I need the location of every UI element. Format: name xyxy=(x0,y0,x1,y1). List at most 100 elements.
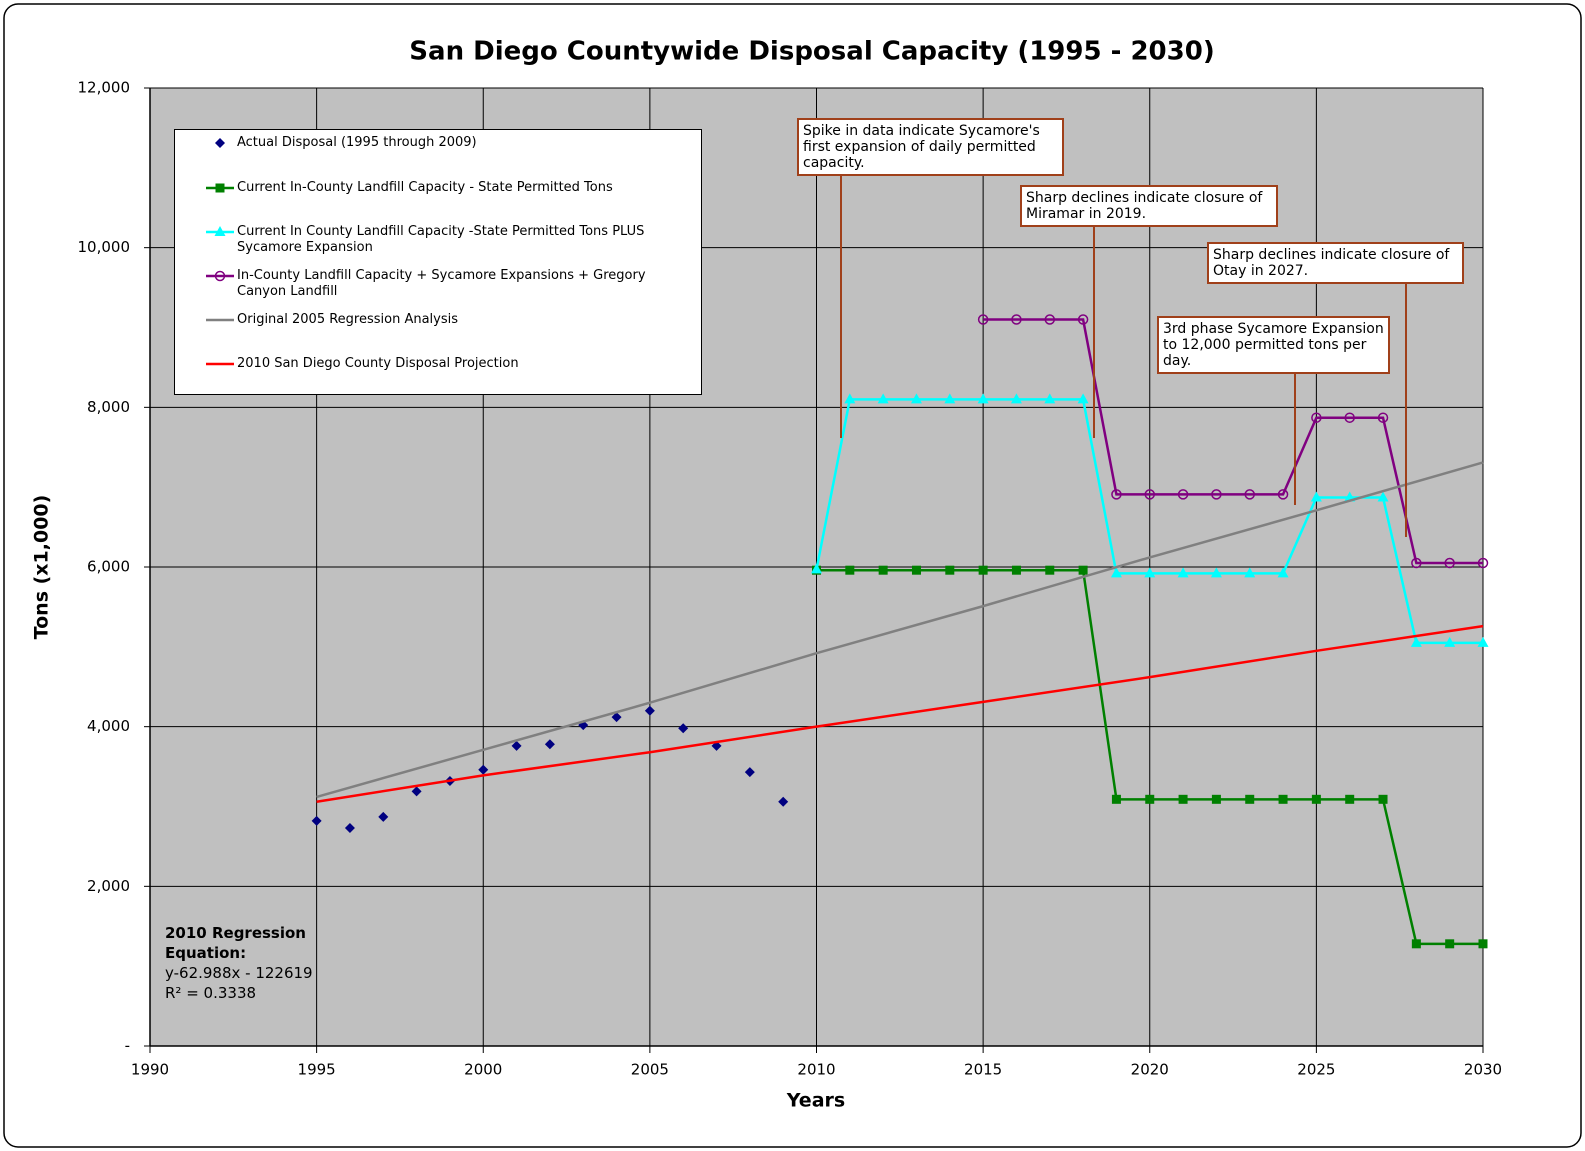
point xyxy=(1345,794,1355,804)
point xyxy=(1478,939,1488,949)
point xyxy=(311,815,322,826)
point xyxy=(511,740,522,751)
point xyxy=(1377,491,1389,502)
point xyxy=(744,767,755,778)
series-line xyxy=(316,461,1484,799)
legend-label: Current In County Landfill Capacity -Sta… xyxy=(237,224,645,255)
point xyxy=(1044,314,1056,325)
x-tick-label: 2005 xyxy=(631,1061,669,1079)
y-tick-label: - xyxy=(125,1037,130,1055)
point xyxy=(945,565,955,575)
point xyxy=(878,565,888,575)
legend-swatch xyxy=(206,362,234,366)
point xyxy=(678,723,689,734)
point xyxy=(344,823,355,834)
x-tick-label: 2030 xyxy=(1464,1061,1502,1079)
legend-swatch xyxy=(206,226,234,236)
point xyxy=(977,393,989,404)
y-tick-label: 10,000 xyxy=(78,238,131,256)
x-tick-label: 2000 xyxy=(464,1061,502,1079)
point xyxy=(1077,314,1089,325)
point xyxy=(844,393,856,404)
point xyxy=(644,705,655,716)
point xyxy=(1445,939,1455,949)
regression-title: 2010 Regression Equation: xyxy=(165,924,306,962)
x-tick-label: 2015 xyxy=(964,1061,1002,1079)
x-tick-label: 1995 xyxy=(298,1061,336,1079)
point xyxy=(1011,565,1021,575)
point xyxy=(1411,557,1422,569)
point xyxy=(1111,794,1121,804)
point xyxy=(1077,393,1089,404)
legend: Actual Disposal (1995 through 2009) Curre… xyxy=(174,129,702,395)
point xyxy=(1244,489,1255,500)
point xyxy=(1177,489,1189,500)
point xyxy=(1411,939,1421,949)
point xyxy=(1277,567,1289,578)
regression-line: R² = 0.3338 xyxy=(165,984,257,1002)
point xyxy=(1378,794,1388,804)
regression-line: y-62.988x - 122619 xyxy=(165,964,313,982)
chart-title: San Diego Countywide Disposal Capacity (… xyxy=(409,37,1214,67)
legend-swatch xyxy=(206,183,234,193)
legend-swatch xyxy=(206,318,234,322)
point xyxy=(1144,567,1156,578)
point xyxy=(978,565,988,575)
point xyxy=(1311,794,1321,804)
y-tick-label: 12,000 xyxy=(78,79,131,97)
y-tick-label: 2,000 xyxy=(87,877,130,895)
x-tick-label: 2025 xyxy=(1297,1061,1335,1079)
point xyxy=(1444,636,1456,647)
point xyxy=(1477,636,1489,647)
y-axis-label: Tons (x1,000) xyxy=(31,495,53,640)
point xyxy=(778,796,789,807)
series-line xyxy=(316,624,1484,803)
point xyxy=(811,563,822,574)
point xyxy=(1044,393,1056,404)
point xyxy=(1311,412,1322,423)
legend-label: Actual Disposal (1995 through 2009) xyxy=(237,135,477,150)
point xyxy=(1377,412,1389,423)
series-line xyxy=(983,318,1483,565)
y-tick-label: 6,000 xyxy=(87,558,130,576)
annotation: 3rd phase Sycamore Expansion to 12,000 p… xyxy=(1157,316,1390,374)
point xyxy=(1477,557,1489,569)
annotation: Spike in data indicate Sycamore's first … xyxy=(797,118,1064,176)
point xyxy=(1045,565,1055,575)
annotation: Sharp declines indicate closure of Otay … xyxy=(1207,242,1464,284)
legend-swatch xyxy=(206,270,234,282)
legend-label: Original 2005 Regression Analysis xyxy=(237,312,459,327)
point xyxy=(1078,565,1088,575)
point xyxy=(1177,567,1189,578)
legend-label: Current In-County Landfill Capacity - St… xyxy=(237,180,613,195)
point xyxy=(944,393,956,404)
legend-label: 2010 San Diego County Disposal Projectio… xyxy=(237,356,519,371)
point xyxy=(1245,794,1255,804)
point xyxy=(1278,794,1288,804)
point xyxy=(1211,489,1222,500)
legend-swatch xyxy=(215,138,225,148)
annotation: Sharp declines indicate closure of Miram… xyxy=(1020,185,1278,227)
x-tick-label: 2010 xyxy=(797,1061,835,1079)
regression-note: 2010 Regression Equation: y-62.988x - 12… xyxy=(165,923,345,1003)
point xyxy=(1110,567,1122,578)
point xyxy=(1145,794,1155,804)
point xyxy=(845,565,855,575)
legend-label: In-County Landfill Capacity + Sycamore E… xyxy=(237,268,646,299)
point xyxy=(478,764,489,775)
point xyxy=(214,226,226,236)
y-tick-label: 8,000 xyxy=(87,398,130,416)
point xyxy=(1310,491,1322,502)
point xyxy=(214,270,226,282)
x-axis-label: Years xyxy=(786,1090,845,1112)
point xyxy=(1210,567,1222,578)
y-tick-label: 4,000 xyxy=(87,717,130,735)
point xyxy=(1244,567,1256,578)
point xyxy=(877,393,889,404)
point xyxy=(1010,393,1022,404)
point xyxy=(977,314,989,325)
point xyxy=(411,786,422,797)
x-tick-label: 2020 xyxy=(1131,1061,1169,1079)
point xyxy=(611,712,622,723)
